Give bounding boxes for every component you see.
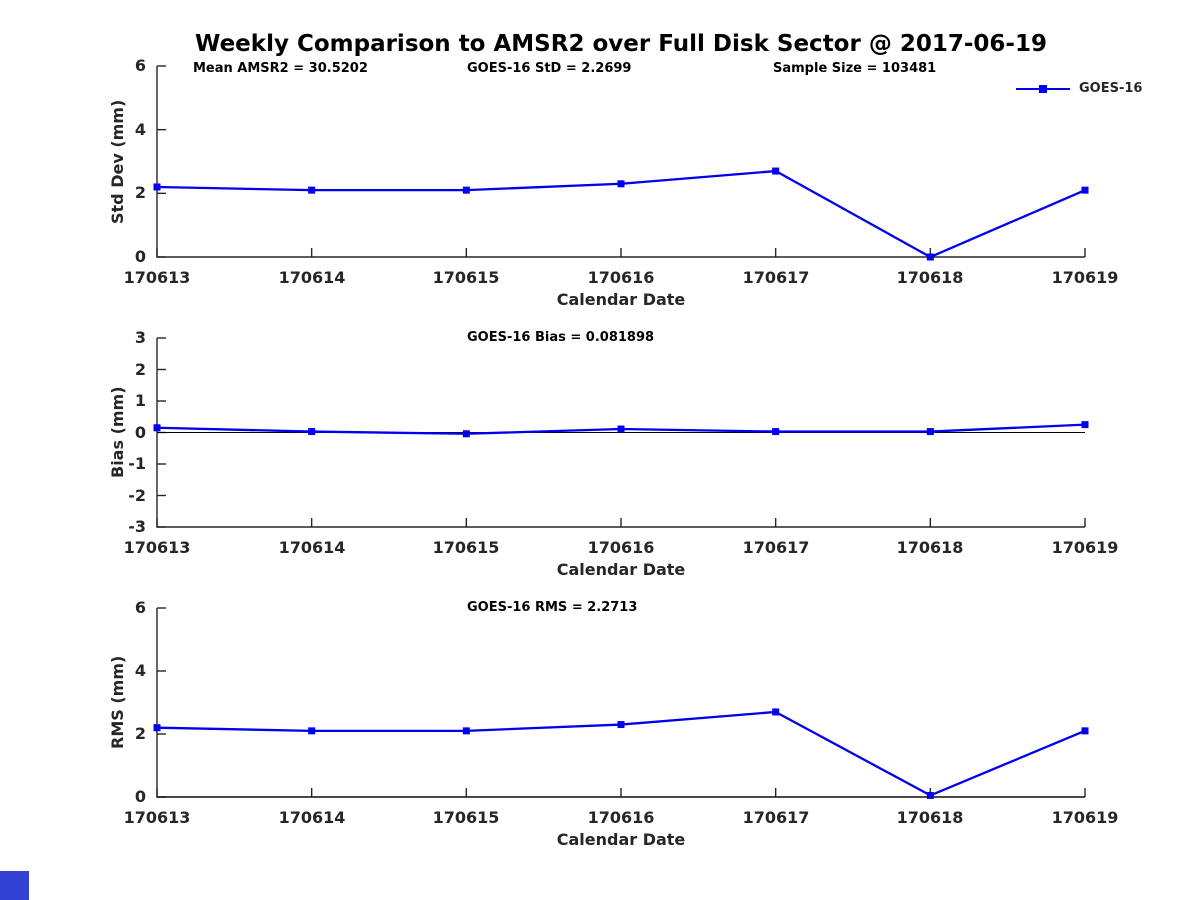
subplot-1-x-tick-label: 170613 [123,268,191,287]
data-point-marker [617,721,625,729]
data-point-marker [462,430,470,438]
subplot-2-y-tick-label: -2 [128,486,146,505]
subplot-3-linework [153,607,1089,799]
subplot-3-x-tick-label: 170618 [896,808,964,827]
subplot-1-x-tick-label: 170615 [432,268,500,287]
y-axis-label-stddev: Std Dev (mm) [108,99,127,224]
subplot-2-linework [153,337,1089,528]
subplot-1-x-tick-label: 170616 [587,268,655,287]
subplot-3-x-tick-label: 170613 [123,808,191,827]
data-point-marker [926,791,934,799]
subplot-3-y-tick-label: 4 [134,661,146,680]
legend: GOES-16 [1016,81,1142,96]
legend-square-marker-icon [1039,84,1047,93]
data-point-marker [1081,727,1089,735]
axes [156,66,1085,258]
x-axis-label-2: Calendar Date [556,560,686,579]
subplot-1-x-tick-label: 170614 [278,268,346,287]
subplot-3-y-tick-label: 6 [134,598,146,617]
subplot-1-x-tick-label: 170618 [896,268,964,287]
subplot-1-x-tick-label: 170617 [742,268,810,287]
subplot-2-x-tick-label: 170613 [123,538,191,557]
subplot-2-y-tick-label: -3 [128,517,146,536]
annotation-mean-amsr2: Mean AMSR2 = 30.5202 [193,61,368,76]
subplot-3-x-tick-label: 170617 [742,808,810,827]
corner-blue-square-icon [0,871,29,900]
subplot-2-x-tick-label: 170619 [1051,538,1119,557]
data-point-marker [308,186,316,194]
subplot-3-x-tick-label: 170614 [278,808,346,827]
data-point-marker [153,424,161,432]
y-axis-label-rms: RMS (mm) [108,655,127,750]
subplot-1-y-tick-label: 0 [134,247,146,266]
legend-line-sample [1016,84,1070,94]
subplot-2-x-tick-label: 170614 [278,538,346,557]
data-point-marker [308,428,316,436]
subplot-3-x-tick-label: 170619 [1051,808,1119,827]
axes [156,608,1085,798]
data-point-marker [308,727,316,735]
annotation-goes16-std: GOES-16 StD = 2.2699 [467,61,632,76]
subplot-2-y-tick-label: 0 [134,423,146,442]
subplot-1-linework [153,65,1089,261]
x-axis-label-1: Calendar Date [556,290,686,309]
subplot-3-x-tick-label: 170615 [432,808,500,827]
subplot-2-x-tick-label: 170616 [587,538,655,557]
subplot-1-y-tick-label: 2 [134,183,146,202]
subplot-3-y-tick-label: 0 [134,787,146,806]
data-point-marker [772,428,780,436]
subplot-2-y-tick-label: 3 [134,328,146,347]
data-point-marker [462,186,470,194]
data-point-marker [617,180,625,188]
legend-label: GOES-16 [1079,81,1143,96]
subplot-3-y-tick-label: 2 [134,724,146,743]
data-point-marker [617,425,625,433]
data-point-marker [926,253,934,261]
data-point-marker [772,708,780,716]
data-point-marker [153,183,161,191]
subplot-2-x-tick-label: 170617 [742,538,810,557]
subplot-2-y-tick-label: 1 [134,391,146,410]
annotation-goes16-bias: GOES-16 Bias = 0.081898 [467,330,655,345]
data-point-marker [153,724,161,732]
subplot-2-y-tick-label: -1 [128,454,146,473]
data-point-marker [1081,421,1089,429]
subplot-3-x-tick-label: 170616 [587,808,655,827]
subplot-2-x-tick-label: 170615 [432,538,500,557]
annotation-goes16-rms: GOES-16 RMS = 2.2713 [467,600,638,615]
data-point-marker [772,167,780,175]
subplot-1-y-tick-label: 4 [134,120,146,139]
data-point-marker [926,428,934,436]
x-axis-label-3: Calendar Date [556,830,686,849]
subplot-1-y-tick-label: 6 [134,56,146,75]
subplot-2-y-tick-label: 2 [134,360,146,379]
figure-title: Weekly Comparison to AMSR2 over Full Dis… [195,31,1047,57]
subplot-2-x-tick-label: 170618 [896,538,964,557]
subplot-1-x-tick-label: 170619 [1051,268,1119,287]
data-point-marker [1081,186,1089,194]
annotation-sample-size: Sample Size = 103481 [773,61,937,76]
data-point-marker [462,727,470,735]
